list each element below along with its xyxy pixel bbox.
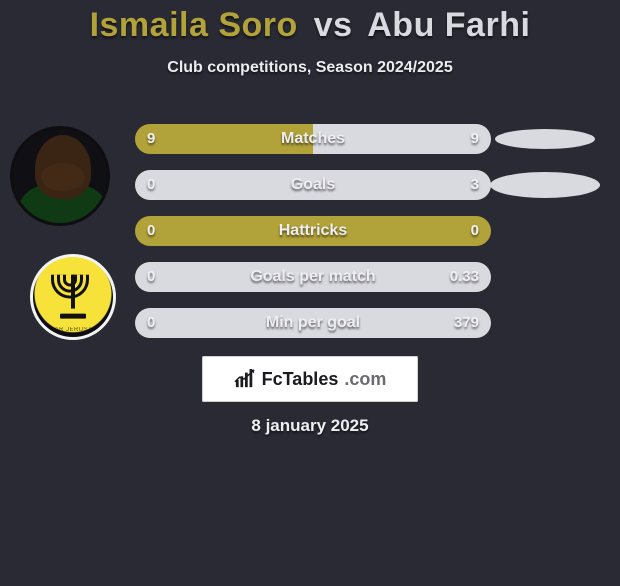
stat-bar: 99Matches [135, 124, 491, 154]
stat-pill [495, 170, 615, 200]
date-label: 8 january 2025 [0, 416, 620, 436]
title-player-a: Ismaila Soro [90, 6, 298, 44]
stat-bar-track [135, 216, 491, 246]
chart-icon [234, 369, 256, 389]
stat-bar: 0379Min per goal [135, 308, 491, 338]
stat-bar-track [135, 308, 491, 338]
stat-value-b: 379 [454, 308, 479, 338]
stat-bar: 00Hattricks [135, 216, 491, 246]
brand-logo: FcTables.com [234, 369, 387, 390]
stat-bars: 99Matches03Goals00Hattricks00.33Goals pe… [135, 124, 491, 354]
stat-bar: 03Goals [135, 170, 491, 200]
stat-value-b: 0 [471, 216, 479, 246]
players-column: BEITAR JERUSALEM [10, 126, 120, 368]
title-player-b: Abu Farhi [367, 6, 530, 44]
stat-bar: 00.33Goals per match [135, 262, 491, 292]
stat-bar-fill-b [313, 124, 491, 154]
avatar-a-cheek [41, 163, 85, 191]
stat-value-a: 9 [147, 124, 155, 154]
stat-pill [495, 124, 615, 154]
page-title: Ismaila Soro vs Abu Farhi [0, 6, 620, 45]
badge-menorah-icon [50, 275, 96, 315]
badge-ring-text: BEITAR JERUSALEM [33, 327, 113, 333]
title-vs: vs [314, 6, 353, 44]
stat-pills [495, 124, 615, 354]
avatar-player-a [10, 126, 110, 226]
stat-pill [495, 262, 615, 292]
stat-bar-track [135, 170, 491, 200]
stat-pill [495, 308, 615, 338]
stat-value-a: 0 [147, 216, 155, 246]
stat-value-b: 0.33 [450, 262, 479, 292]
stat-bar-fill-b [135, 170, 491, 200]
subtitle: Club competitions, Season 2024/2025 [0, 59, 620, 77]
avatar-player-b: BEITAR JERUSALEM [30, 254, 116, 340]
stat-bar-track [135, 124, 491, 154]
stat-value-a: 0 [147, 262, 155, 292]
stat-pill-shape [490, 172, 600, 198]
stat-value-b: 3 [471, 170, 479, 200]
brand-badge[interactable]: FcTables.com [202, 356, 418, 402]
stat-pill [495, 216, 615, 246]
brand-suffix: .com [344, 369, 386, 390]
stat-bar-track [135, 262, 491, 292]
stat-value-b: 9 [471, 124, 479, 154]
stat-bar-fill-b [135, 308, 491, 338]
stat-value-a: 0 [147, 308, 155, 338]
stat-value-a: 0 [147, 170, 155, 200]
stat-bar-fill-b [135, 262, 491, 292]
brand-name: FcTables [262, 369, 339, 390]
stat-pill-shape [495, 129, 595, 149]
